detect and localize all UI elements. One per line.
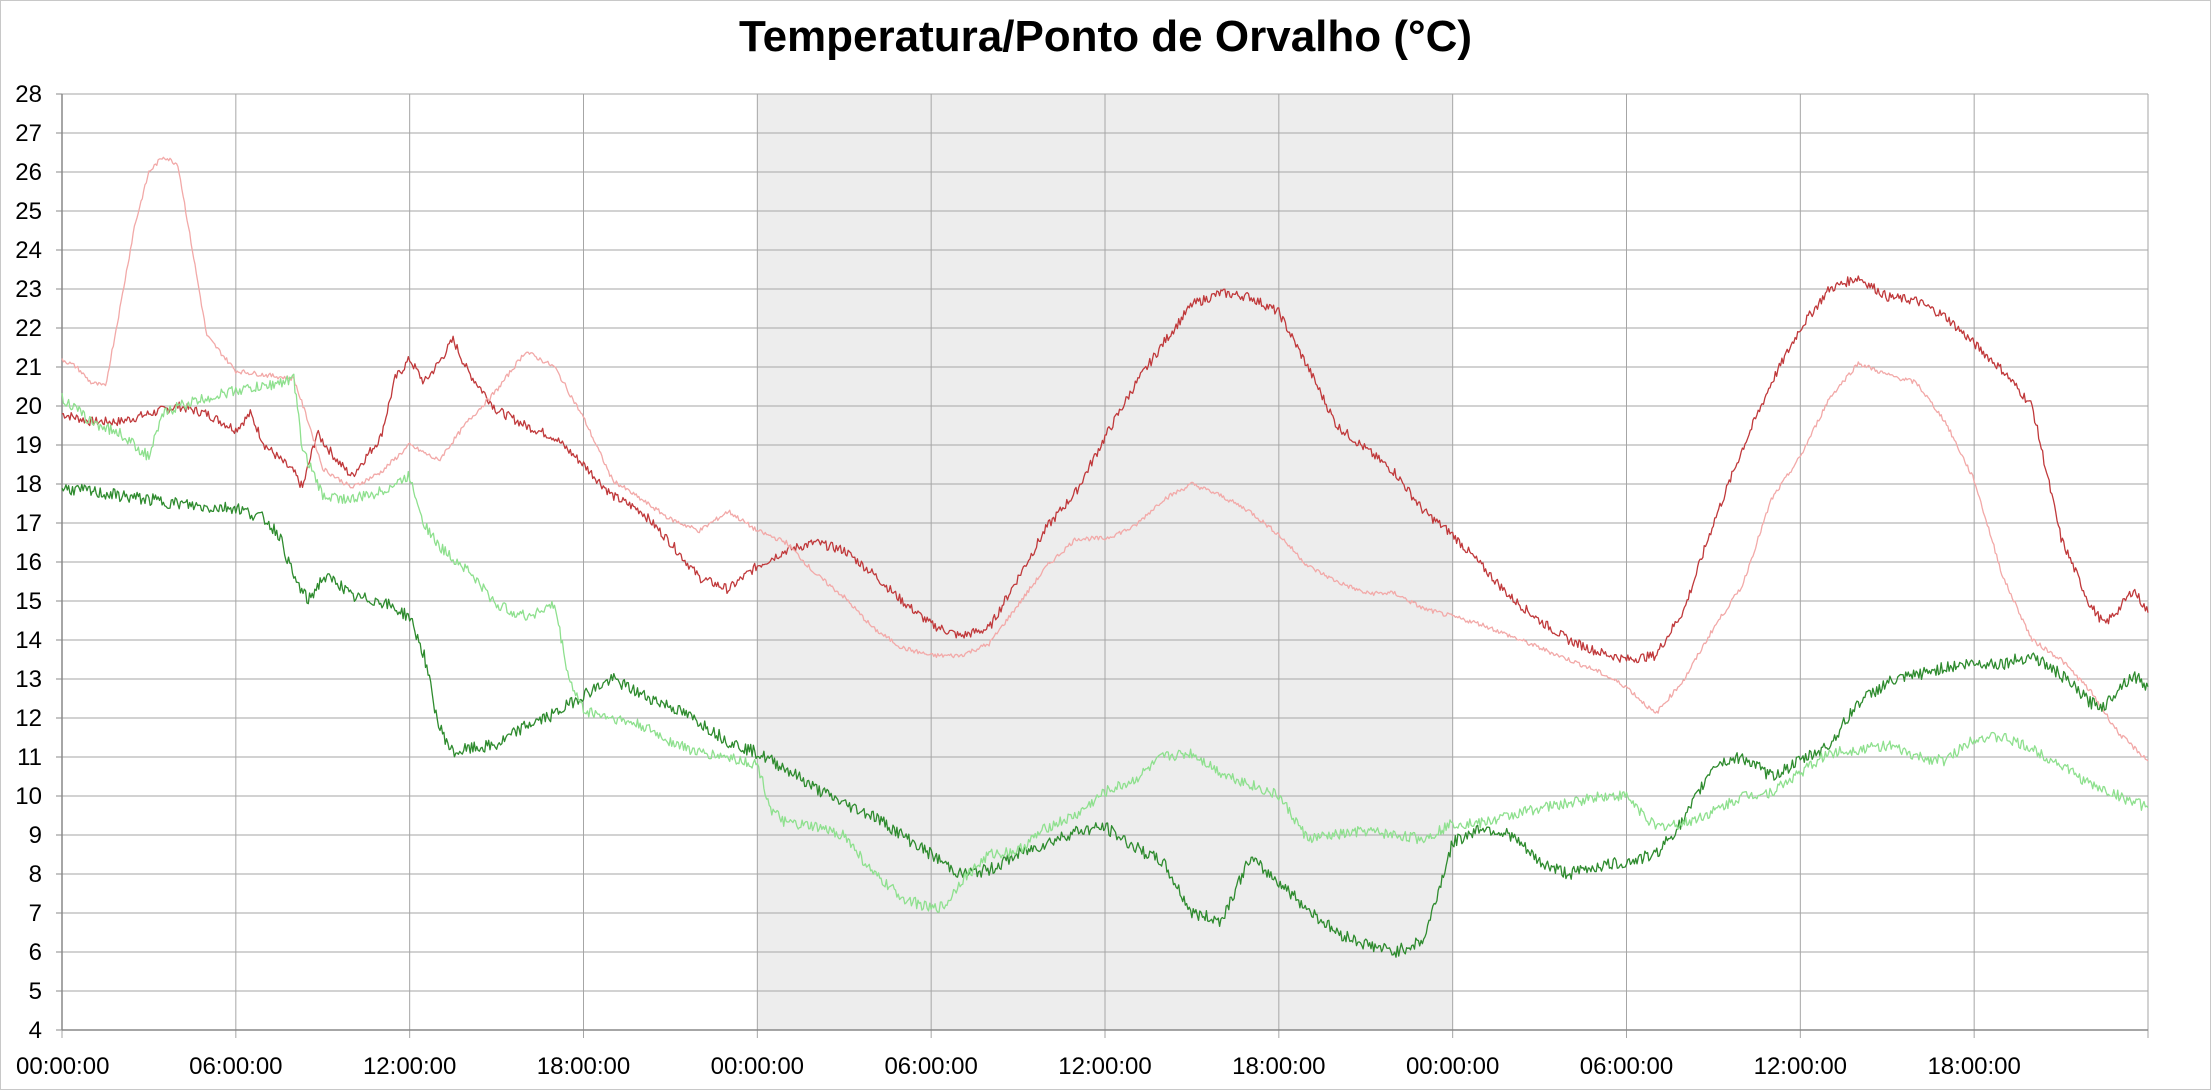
x-tick-label: 12:00:00 bbox=[1754, 1053, 1847, 1080]
y-tick-label: 22 bbox=[15, 315, 42, 342]
x-tick-label: 18:00:00 bbox=[1232, 1053, 1325, 1080]
y-tick-label: 19 bbox=[15, 432, 42, 459]
y-tick-label: 26 bbox=[15, 159, 42, 186]
y-tick-label: 4 bbox=[29, 1017, 42, 1044]
x-tick-label: 06:00:00 bbox=[1580, 1053, 1673, 1080]
y-tick-label: 28 bbox=[15, 81, 42, 108]
y-tick-label: 9 bbox=[29, 822, 42, 849]
x-tick-label: 18:00:00 bbox=[537, 1053, 630, 1080]
chart-title: Temperatura/Ponto de Orvalho (°C) bbox=[738, 12, 1473, 61]
y-tick-label: 13 bbox=[15, 666, 42, 693]
x-tick-label: 06:00:00 bbox=[884, 1053, 977, 1080]
y-tick-label: 12 bbox=[15, 705, 42, 732]
y-tick-label: 15 bbox=[15, 588, 42, 615]
y-tick-label: 6 bbox=[29, 939, 42, 966]
y-tick-label: 7 bbox=[29, 900, 42, 927]
y-tick-label: 8 bbox=[29, 861, 42, 888]
y-tick-label: 16 bbox=[15, 549, 42, 576]
x-tick-label: 18:00:00 bbox=[1927, 1053, 2020, 1080]
y-tick-label: 10 bbox=[15, 783, 42, 810]
y-tick-label: 27 bbox=[15, 120, 42, 147]
x-tick-label: 00:00:00 bbox=[1406, 1053, 1499, 1080]
series-line-4 bbox=[61, 373, 2149, 913]
x-tick-label: 12:00:00 bbox=[363, 1053, 456, 1080]
series-line-1 bbox=[61, 275, 2149, 664]
y-tick-label: 20 bbox=[15, 393, 42, 420]
y-tick-label: 25 bbox=[15, 198, 42, 225]
y-tick-label: 24 bbox=[15, 237, 42, 264]
y-tick-label: 23 bbox=[15, 276, 42, 303]
y-tick-label: 5 bbox=[29, 978, 42, 1005]
y-tick-label: 18 bbox=[15, 471, 42, 498]
y-tick-label: 11 bbox=[17, 744, 42, 771]
series-line-3 bbox=[61, 483, 2149, 958]
y-tick-label: 17 bbox=[15, 510, 42, 537]
series-line-2 bbox=[61, 156, 2149, 762]
x-tick-label: 00:00:00 bbox=[16, 1053, 109, 1080]
x-tick-label: 06:00:00 bbox=[189, 1053, 282, 1080]
x-tick-label: 00:00:00 bbox=[711, 1053, 804, 1080]
x-tick-label: 12:00:00 bbox=[1058, 1053, 1151, 1080]
y-tick-label: 14 bbox=[15, 627, 42, 654]
y-tick-label: 21 bbox=[15, 354, 42, 381]
